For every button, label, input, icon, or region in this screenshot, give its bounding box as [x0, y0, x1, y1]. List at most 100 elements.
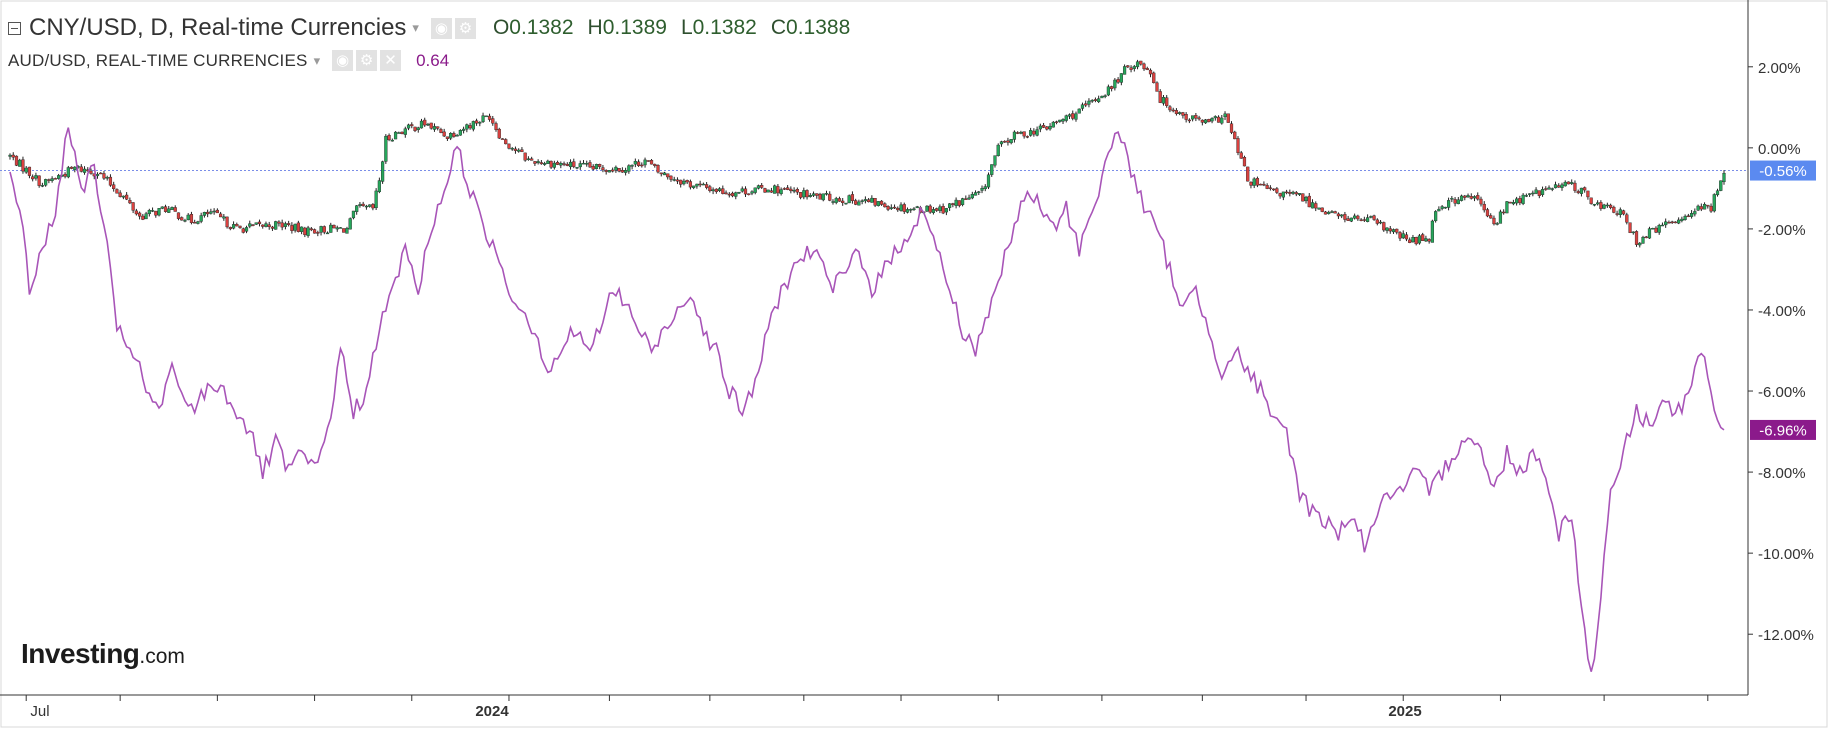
candle-body: [1589, 197, 1593, 204]
candle-body: [1122, 66, 1127, 75]
candle-body: [1054, 121, 1059, 123]
candle-body: [37, 175, 41, 186]
candle-body: [1226, 113, 1230, 123]
eye-icon[interactable]: ◉: [430, 17, 452, 39]
candle-body: [1518, 198, 1522, 204]
candle-body: [1239, 152, 1243, 159]
candle-body: [789, 188, 793, 192]
candle-body: [980, 187, 984, 191]
candle-body: [1003, 141, 1007, 143]
candle-body: [31, 176, 35, 180]
gear-icon[interactable]: ⚙: [454, 17, 476, 39]
candle-body: [555, 162, 560, 165]
candle-body: [345, 228, 349, 234]
candle-body: [964, 198, 968, 200]
candle-body: [1657, 225, 1661, 233]
candle-body: [11, 154, 15, 158]
candle-body: [1314, 203, 1318, 209]
candle-body: [1592, 204, 1596, 206]
candle-body: [131, 202, 135, 211]
candle-body: [1025, 136, 1029, 138]
candle-body: [1029, 130, 1033, 136]
compare-symbol-chevron-down-icon[interactable]: ▾: [313, 52, 321, 68]
candle-body: [1284, 191, 1289, 194]
candle-body: [685, 180, 689, 183]
candle-body: [481, 115, 485, 123]
candle-body: [983, 186, 987, 190]
candle-body: [967, 197, 971, 200]
candle-body: [546, 160, 550, 164]
candle-body: [1126, 65, 1130, 68]
close-icon[interactable]: ✕: [380, 50, 402, 71]
candle-body: [384, 135, 388, 162]
candle-body: [834, 198, 838, 203]
candle-body: [944, 208, 948, 213]
candle-body: [795, 189, 799, 193]
compare-value: 0.64: [416, 50, 450, 70]
candle-body: [1638, 242, 1642, 246]
candle-body: [1696, 205, 1700, 211]
candle-body: [335, 227, 339, 230]
candle-body: [1411, 237, 1415, 243]
candle-body: [82, 168, 87, 173]
compare-symbol-label[interactable]: AUD/USD, REAL-TIME CURRENCIES: [8, 50, 308, 70]
candle-body: [1148, 69, 1153, 75]
candle-body: [219, 213, 223, 218]
candle-body: [1576, 191, 1580, 193]
candle-body: [750, 191, 754, 194]
candle-body: [1476, 195, 1480, 200]
candle-body: [1495, 223, 1499, 225]
candle-body: [905, 209, 910, 213]
candle-body: [1531, 192, 1535, 195]
candle-body: [1223, 113, 1227, 118]
candle-body: [617, 167, 621, 172]
candle-body: [1395, 228, 1399, 233]
candle-body: [1537, 190, 1541, 196]
candle-body: [1216, 116, 1221, 123]
candle-body: [1346, 218, 1350, 221]
x-tick-label: Jul: [30, 703, 49, 720]
candle-body: [1434, 211, 1438, 222]
compare-gear-icon[interactable]: ⚙: [356, 50, 378, 71]
candle-body: [886, 206, 890, 210]
candle-body: [1278, 193, 1282, 197]
main-symbol-label[interactable]: CNY/USD, D, Real-time Currencies: [29, 14, 407, 41]
main-symbol-chevron-down-icon[interactable]: ▾: [412, 20, 419, 35]
candle-body: [1084, 103, 1088, 106]
candle-body: [1035, 129, 1039, 136]
candle-body: [1058, 119, 1062, 122]
candle-body: [115, 189, 119, 194]
candle-body: [173, 207, 177, 212]
candle-body: [1602, 204, 1606, 209]
candle-body: [1382, 222, 1386, 231]
candle-body: [73, 166, 77, 170]
candle-body: [662, 172, 667, 176]
candle-body: [1067, 114, 1072, 117]
candle-body: [633, 161, 637, 165]
candle-body: [1145, 68, 1149, 71]
candle-body: [1168, 106, 1172, 111]
candle-body: [1207, 119, 1211, 123]
candle-body: [530, 158, 534, 161]
candle-body: [222, 216, 226, 219]
y-tick-label: -10.00%: [1758, 546, 1814, 563]
collapse-icon[interactable]: [8, 21, 21, 35]
candle-body: [1573, 182, 1577, 191]
candle-body: [1041, 125, 1046, 128]
compare-eye-icon[interactable]: ◉: [332, 50, 354, 71]
candle-body: [1566, 181, 1571, 185]
candle-body: [954, 199, 958, 206]
candle-body: [990, 164, 994, 175]
candle-body: [99, 172, 103, 175]
candle-body: [44, 179, 48, 186]
candle-body: [1670, 221, 1674, 224]
candle-body: [1272, 188, 1276, 191]
candle-body: [1359, 219, 1363, 221]
candle-body: [1071, 113, 1075, 119]
candle-body: [1553, 184, 1558, 189]
candle-body: [896, 207, 900, 211]
candle-body: [737, 191, 741, 194]
candle-body: [912, 208, 916, 210]
candle-body: [1320, 207, 1324, 212]
